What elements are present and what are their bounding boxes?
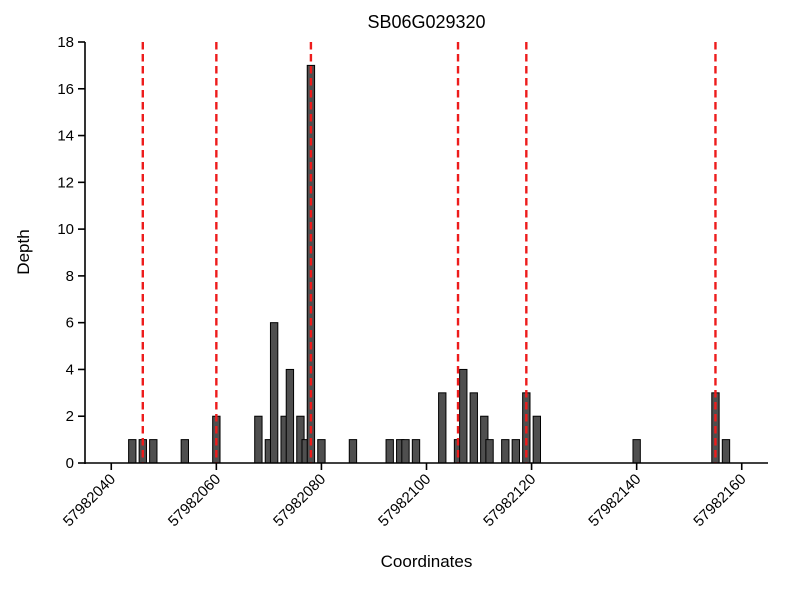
bar [180, 439, 190, 464]
y-tick-label: 2 [66, 408, 74, 425]
y-axis-label: Depth [14, 229, 33, 275]
bar [721, 439, 731, 464]
bar [348, 439, 358, 464]
x-tick-label: 57982140 [585, 471, 644, 530]
x-tick-label: 57982120 [480, 471, 539, 530]
y-tick-label: 8 [66, 268, 74, 285]
bar [469, 392, 478, 464]
y-tick-label: 6 [66, 315, 74, 332]
bar [385, 439, 394, 464]
bar [485, 439, 494, 464]
bar [501, 439, 510, 464]
bar [411, 439, 421, 464]
y-tick-label: 14 [57, 128, 74, 145]
x-tick-label: 57982080 [270, 471, 329, 530]
bar [401, 439, 410, 464]
y-tick-label: 18 [57, 34, 74, 51]
x-tick-label: 57982040 [60, 471, 119, 530]
y-tick-label: 0 [66, 455, 74, 472]
bar [438, 392, 447, 464]
bar [254, 415, 263, 464]
bar [317, 439, 326, 464]
y-tick-label: 10 [57, 221, 74, 238]
x-tick-label: 57982100 [375, 471, 434, 530]
bar [269, 322, 279, 464]
y-tick-label: 16 [57, 81, 74, 98]
y-tick-label: 12 [57, 174, 74, 191]
bar [459, 368, 468, 464]
bar [149, 439, 158, 464]
x-axis-label: Coordinates [380, 552, 473, 571]
bar [511, 439, 520, 464]
bar [532, 415, 542, 464]
bar [632, 439, 641, 464]
y-tick-label: 4 [66, 361, 74, 378]
x-tick-label: 57982060 [165, 471, 224, 530]
x-tick-label: 57982160 [690, 471, 749, 530]
bar [128, 439, 137, 464]
chart-title: SB06G029320 [367, 12, 486, 32]
bar [285, 368, 295, 464]
